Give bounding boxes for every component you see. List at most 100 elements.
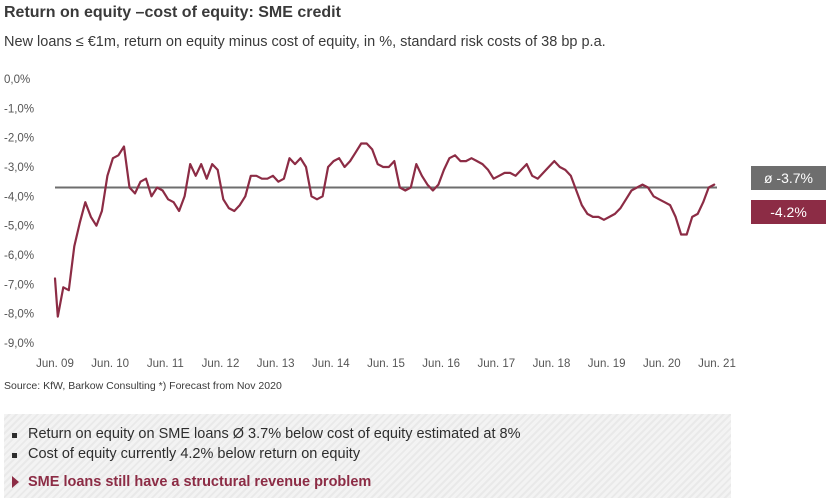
data-point — [117, 154, 120, 157]
data-point — [481, 163, 484, 165]
data-point — [172, 201, 175, 203]
x-tick-label: Jun. 19 — [588, 358, 626, 370]
summary-bullet-1: Return on equity on SME loans Ø 3.7% bel… — [28, 426, 521, 442]
data-point — [90, 216, 92, 218]
data-point — [542, 172, 545, 174]
series-line — [53, 142, 716, 318]
data-point — [597, 216, 600, 218]
data-point — [476, 160, 478, 162]
data-point — [161, 189, 164, 192]
data-point — [216, 169, 219, 171]
data-point — [421, 175, 423, 177]
data-point — [603, 219, 605, 221]
data-point — [205, 177, 208, 180]
data-point — [376, 163, 379, 165]
data-point — [79, 221, 81, 224]
data-point — [547, 166, 550, 168]
y-tick-label: -7,0% — [4, 279, 34, 291]
data-point — [239, 204, 241, 206]
data-point — [354, 151, 357, 154]
chart-subtitle: New loans ≤ €1m, return on equity minus … — [4, 34, 606, 50]
data-point — [454, 154, 456, 157]
data-point — [586, 213, 589, 215]
data-point — [277, 180, 280, 183]
source-note: Source: KfW, Barkow Consulting *) Foreca… — [4, 380, 282, 392]
data-point — [630, 189, 633, 192]
data-point — [536, 177, 539, 180]
data-point — [95, 224, 98, 227]
data-point — [696, 213, 699, 215]
data-point — [62, 286, 65, 289]
data-point — [73, 245, 76, 247]
data-point — [128, 186, 131, 189]
y-tick-label: -2,0% — [4, 133, 34, 145]
data-point — [680, 233, 682, 236]
data-point — [636, 186, 638, 189]
data-point — [503, 172, 506, 174]
data-point — [465, 160, 467, 162]
latest-value-badge: -4.2% — [751, 200, 826, 224]
data-point — [685, 233, 688, 236]
data-point — [443, 169, 445, 171]
data-point — [592, 216, 594, 218]
data-point — [106, 175, 109, 177]
data-point — [426, 183, 429, 186]
data-point — [327, 166, 329, 168]
data-point — [558, 166, 561, 168]
data-point — [244, 195, 247, 198]
y-tick-label: -6,0% — [4, 250, 34, 262]
y-tick-label: -1,0% — [4, 103, 34, 115]
data-point — [294, 163, 296, 165]
x-tick-label: Jun. 11 — [147, 358, 184, 370]
data-point — [713, 183, 716, 186]
data-point — [178, 210, 180, 212]
data-point — [194, 175, 197, 177]
data-point — [382, 166, 385, 168]
summary-box — [4, 414, 731, 498]
data-point — [150, 195, 153, 198]
data-point — [255, 175, 258, 177]
data-point — [272, 175, 274, 177]
data-point — [387, 166, 390, 168]
chart-title: Return on equity –cost of equity: SME cr… — [4, 4, 341, 21]
y-tick-label: -3,0% — [4, 162, 34, 174]
y-tick-label: 0,0% — [4, 74, 30, 86]
data-point — [575, 189, 578, 192]
data-point — [310, 195, 313, 198]
data-point — [404, 189, 407, 192]
data-point — [437, 183, 440, 186]
y-tick-label: -4,0% — [4, 191, 34, 203]
data-point — [167, 198, 169, 201]
data-point — [139, 180, 142, 183]
x-tick-label: Jun. 21 — [698, 358, 736, 370]
x-tick-label: Jun. 16 — [422, 358, 460, 370]
data-point — [398, 186, 401, 189]
data-point — [316, 198, 318, 201]
data-point — [647, 186, 649, 189]
data-point — [663, 201, 666, 203]
x-tick-label: Jun. 15 — [367, 358, 405, 370]
data-point — [343, 166, 346, 168]
data-point — [707, 186, 710, 189]
data-point — [432, 189, 434, 192]
conclusion-text: SME loans still have a structural revenu… — [28, 474, 372, 490]
data-point — [145, 177, 147, 180]
y-tick-label: -9,0% — [4, 338, 34, 350]
bullet-marker — [12, 433, 17, 438]
x-tick-label: Jun. 12 — [202, 358, 240, 370]
y-tick-label: -5,0% — [4, 221, 34, 233]
x-tick-label: Jun. 14 — [312, 358, 350, 370]
data-point — [288, 157, 291, 159]
data-point — [360, 142, 362, 145]
data-point — [371, 148, 374, 151]
data-point — [509, 172, 511, 174]
data-point — [625, 198, 627, 201]
data-point — [608, 216, 611, 218]
data-point — [459, 160, 462, 162]
data-point — [332, 160, 335, 162]
data-point — [553, 160, 556, 162]
data-point — [581, 204, 583, 206]
bullet-marker — [12, 453, 17, 458]
data-point — [261, 177, 263, 180]
data-point — [112, 157, 114, 159]
